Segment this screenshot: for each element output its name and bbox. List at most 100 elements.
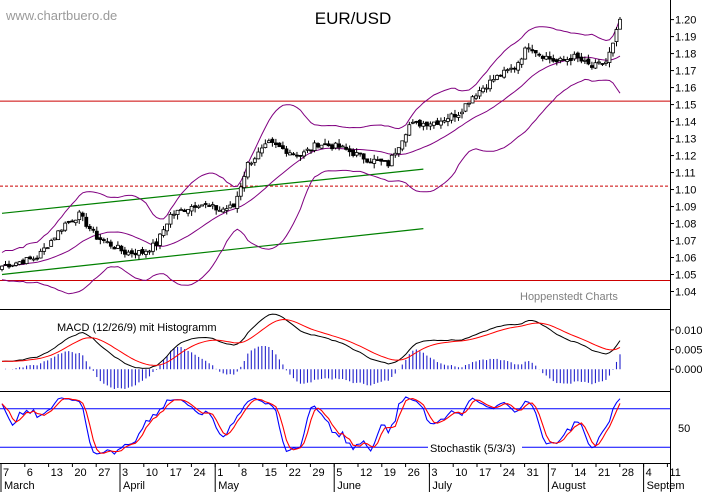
candle-body [108,241,113,247]
stochastic-d-line [1,397,621,454]
candle-body [488,79,492,90]
candle-body [158,233,162,246]
candle [252,156,257,166]
candle [42,243,47,255]
candle [28,255,32,261]
price-tick-label: 1.08 [675,219,696,231]
candle [572,51,577,61]
candle [414,120,419,125]
candle-body [281,145,285,149]
candle [593,59,598,69]
time-tick-label: 27 [98,467,110,479]
candle [323,138,327,146]
candle [519,57,524,68]
month-label: May [218,480,239,492]
candle-body [126,251,131,256]
candle [456,111,461,121]
candle [491,74,496,83]
candle-body [45,247,50,250]
time-tick-label: 10 [455,467,467,479]
time-tick-label: 7 [3,467,9,479]
candle [91,226,96,233]
candle-body [196,205,201,208]
time-tick-label: 5 [336,467,342,479]
candle-body [523,47,528,60]
candle [407,121,412,137]
candle [10,264,15,268]
candle-body [375,159,380,162]
candle-body [66,221,71,223]
candle [474,93,478,101]
candle-body [133,252,138,256]
candle [439,117,443,129]
price-tick-label: 1.05 [675,270,696,282]
candle [604,58,608,66]
candle-body [330,144,334,150]
candle [242,171,247,192]
candle [24,257,29,265]
candle [544,52,549,61]
macd-tick-label: 0.010 [675,325,703,337]
month-label: June [337,480,361,492]
candle-body [442,120,447,123]
candle [87,224,92,232]
candle [379,158,384,166]
candle-body [154,241,159,247]
candle-body [273,142,278,146]
candle [49,238,54,247]
candle-body [28,256,32,260]
candle [488,75,492,92]
time-tick-label: 29 [312,467,324,479]
candle-body [266,140,271,143]
candle-body [509,67,514,70]
candle [611,42,615,57]
candle-body [361,153,366,160]
candle [130,248,134,258]
candle-body [358,152,363,155]
time-tick-label: 10 [146,467,158,479]
candle-body [59,229,64,232]
candle [277,142,282,148]
candle [481,85,485,94]
candle [182,208,187,213]
candle [540,54,545,62]
candle [470,95,475,104]
candle-body [611,42,615,54]
candle-body [291,153,296,156]
candle-body [161,229,166,236]
candle-body [502,69,507,78]
candle [112,246,117,250]
candle [70,219,75,223]
trend-line-0 [1,168,424,214]
candle-body [618,18,622,30]
price-tick-label: 1.06 [675,253,696,265]
candle [35,255,40,261]
candle [533,50,538,57]
candle [101,237,106,244]
price-tick-label: 1.09 [675,202,696,214]
candle-body [410,121,415,124]
candle [119,244,124,255]
stochastic-lines [0,396,670,455]
time-tick-label: 12 [360,467,372,479]
candle [558,56,563,64]
candle-body [87,225,92,230]
candle-body [600,63,605,65]
candle-body [77,211,82,221]
candle [221,206,226,214]
candle [368,158,373,164]
candle [122,246,127,258]
candle [344,143,349,151]
candle [151,239,155,256]
candle-body [379,158,384,162]
candle [108,239,113,249]
candle-body [91,228,96,231]
price-axis: 1.04 1.05 1.06 1.07 1.08 1.09 1.10 1.11 1.12 1.13… [670,15,696,299]
candle-body [228,204,233,209]
candle-body [151,242,155,252]
candle-body [38,250,43,259]
candle [235,191,240,213]
candle-body [7,263,11,268]
candle [316,142,320,149]
